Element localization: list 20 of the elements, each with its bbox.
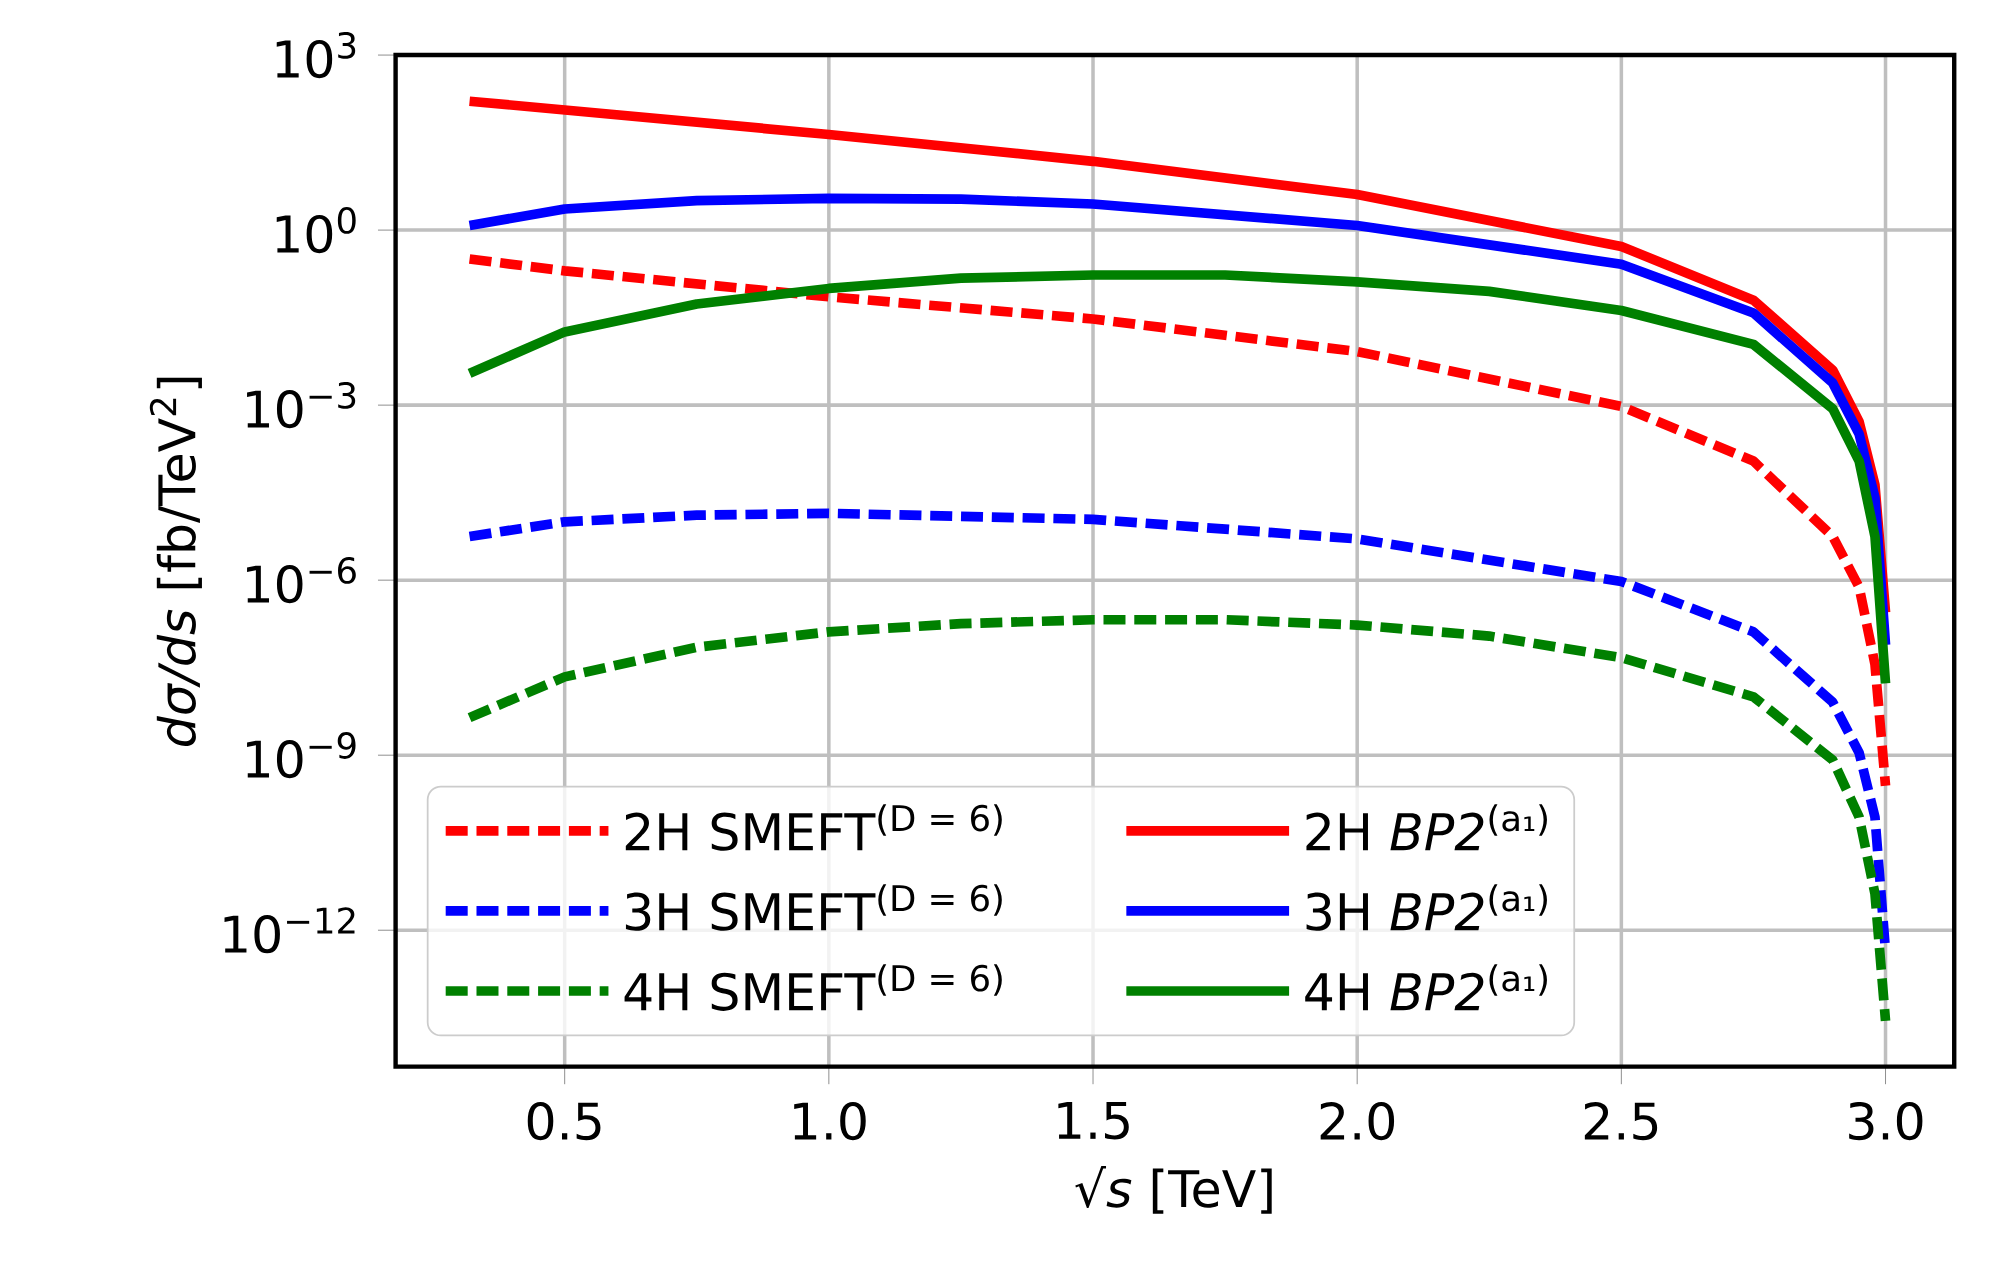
x-tick-label: 1.5	[1058, 1101, 1129, 1140]
x-tick-label: 1.0	[794, 1101, 866, 1140]
y-tick-label: 10$^{0}$	[276, 206, 356, 253]
x-tick-label: 0.5	[527, 1101, 601, 1140]
x-tick-label: 2.5	[1584, 1101, 1658, 1140]
y-axis-title: dσ/ds [fb/TeV$^{2}$]	[149, 377, 202, 746]
x-tick-label: 2.0	[1320, 1101, 1395, 1140]
legend-label: 2H BP2$^{(a₁)}$	[1306, 803, 1547, 850]
y-tick-label: 10$^{−6}$	[247, 556, 356, 604]
legend-label: 3H SMEFT$^{(D = 6)}$	[625, 883, 1002, 931]
legend-label: 2H SMEFT$^{(D = 6)}$	[625, 803, 1002, 851]
x-tick-label: 3.0	[1849, 1101, 1923, 1140]
legend-label: 4H BP2$^{(a₁)}$	[1305, 963, 1547, 1010]
legend-label: 4H SMEFT$^{(D = 6)}$	[624, 963, 1002, 1011]
x-axis-title: √s [TeV]	[1075, 1165, 1272, 1214]
legend-label: 3H BP2$^{(a₁)}$	[1306, 883, 1547, 931]
y-tick-label: 10$^{−3}$	[247, 381, 356, 428]
y-tick-label: 10$^{3}$	[276, 31, 356, 78]
y-tick-label: 10$^{−9}$	[247, 731, 356, 779]
y-tick-label: 10$^{−12}$	[224, 906, 355, 954]
